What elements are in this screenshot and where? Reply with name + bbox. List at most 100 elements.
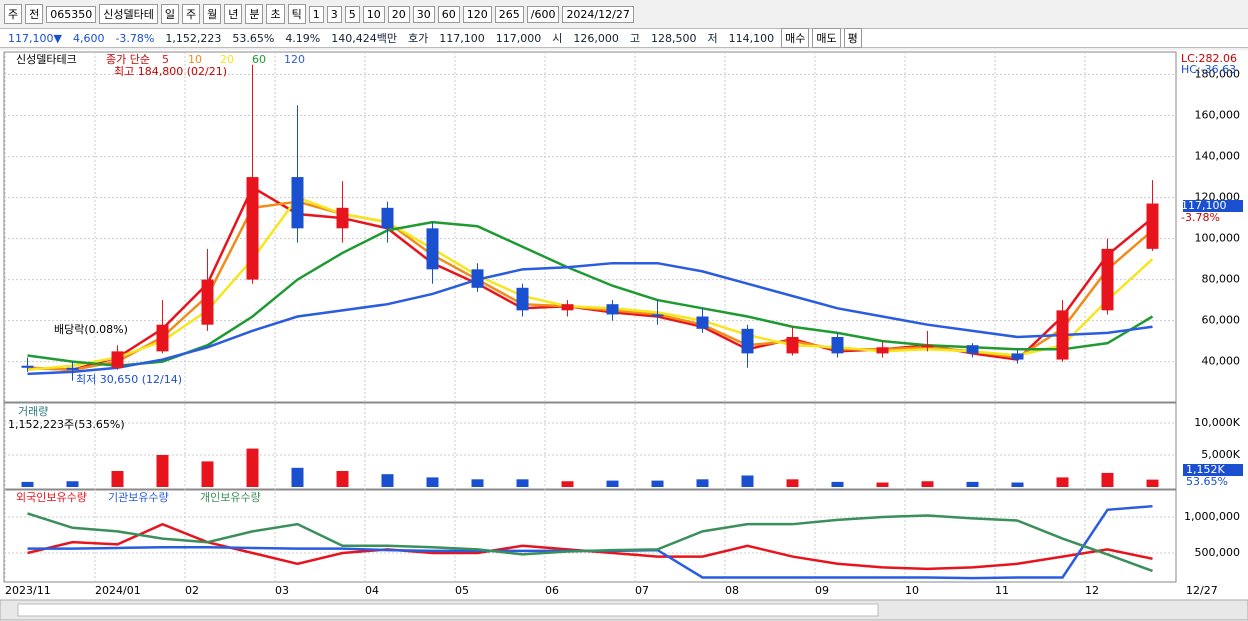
toolbar-item[interactable]: 틱 bbox=[287, 4, 306, 24]
y-tick-label: 80,000 bbox=[1202, 273, 1241, 286]
volume-bar bbox=[921, 481, 934, 487]
info-item: 140,424백만 bbox=[331, 32, 397, 45]
volume-bar bbox=[561, 481, 574, 487]
toolbar-item[interactable]: 30 bbox=[412, 5, 435, 23]
volume-bar bbox=[426, 477, 439, 487]
toolbar-item[interactable]: /600 bbox=[526, 5, 560, 23]
y-tick-label: 100,000 bbox=[1195, 232, 1241, 245]
candle-body bbox=[246, 177, 259, 280]
candle-body bbox=[876, 347, 889, 354]
toolbar-item[interactable]: 60 bbox=[437, 5, 460, 23]
x-tick-label: 2024/01 bbox=[95, 584, 141, 597]
x-tick-label: 08 bbox=[725, 584, 739, 597]
legend-entry: 개인보유수량 bbox=[200, 491, 261, 504]
legend-entry: 5 bbox=[162, 53, 169, 66]
scroll-track[interactable] bbox=[17, 603, 879, 617]
volume-bar bbox=[786, 479, 799, 487]
right-label: -3.78% bbox=[1181, 211, 1220, 224]
candle-body bbox=[696, 316, 709, 329]
toolbar-item[interactable]: 주 bbox=[181, 4, 201, 24]
right-label: 117,100 bbox=[1181, 199, 1227, 212]
toolbar: 주 전 065350 신성델타테 일 주 월 년 분 초 틱 1 3 5 10 20 30 60 120 265/60… bbox=[0, 2, 1248, 26]
candle-body bbox=[1011, 353, 1024, 360]
last-volume-box bbox=[1183, 464, 1243, 476]
candle-body bbox=[921, 345, 934, 348]
candle-body bbox=[1101, 248, 1114, 311]
candle-body bbox=[471, 269, 484, 288]
last-price-box bbox=[1183, 200, 1243, 212]
candle-body bbox=[606, 304, 619, 315]
volume-bar bbox=[696, 479, 709, 487]
candle-body bbox=[426, 228, 439, 270]
info-item: 저 bbox=[707, 32, 718, 45]
volume-bar bbox=[651, 480, 664, 487]
volume-bar bbox=[111, 471, 124, 487]
volume-bar bbox=[66, 481, 79, 487]
x-tick-label: 02 bbox=[185, 584, 199, 597]
toolbar-item[interactable]: 신성델타테 bbox=[99, 4, 158, 24]
order-button[interactable]: 평 bbox=[843, 28, 862, 48]
volume-bar bbox=[156, 455, 169, 487]
info-item: 1,152,223 bbox=[165, 31, 222, 45]
volume-bar bbox=[606, 480, 619, 487]
info-item: -3.78% bbox=[115, 31, 155, 45]
x-tick-label: 03 bbox=[275, 584, 289, 597]
toolbar-item[interactable]: 20 bbox=[387, 5, 410, 23]
toolbar-item[interactable]: 265 bbox=[494, 5, 524, 23]
y-tick-label: 500,000 bbox=[1195, 546, 1241, 559]
toolbar-item[interactable]: 년 bbox=[224, 4, 243, 24]
price-panel bbox=[3, 51, 1177, 403]
candle-body bbox=[1146, 203, 1159, 249]
volume-bar bbox=[1101, 472, 1114, 487]
order-button[interactable]: 매수 bbox=[781, 28, 810, 48]
chart-title: 신성델타테크 bbox=[16, 53, 77, 66]
volume-bar bbox=[1056, 477, 1069, 487]
toolbar-item[interactable]: 10 bbox=[362, 5, 385, 23]
y-tick-label: 160,000 bbox=[1195, 109, 1241, 122]
x-tick-label: 07 bbox=[635, 584, 649, 597]
toolbar-item[interactable]: 5 bbox=[344, 5, 360, 23]
x-end-label: 12/27 bbox=[1186, 584, 1218, 597]
volume-panel bbox=[3, 402, 1177, 490]
x-tick-label: 2023/11 bbox=[5, 584, 51, 597]
line-series bbox=[27, 261, 1153, 376]
x-tick-label: 05 bbox=[455, 584, 469, 597]
toolbar-item[interactable]: 초 bbox=[266, 4, 285, 24]
candle-body bbox=[651, 314, 664, 317]
order-button[interactable]: 매도 bbox=[812, 28, 841, 48]
info-item: 117,000 bbox=[495, 31, 542, 45]
candle-body bbox=[336, 207, 349, 229]
volume-bar bbox=[876, 482, 889, 487]
toolbar-item[interactable]: 2024/12/27 bbox=[562, 5, 634, 23]
volume-bar bbox=[381, 474, 394, 487]
toolbar-item[interactable]: 3 bbox=[326, 5, 342, 23]
right-label: 1,152K bbox=[1186, 463, 1225, 476]
toolbar-item[interactable]: 일 bbox=[160, 4, 179, 24]
y-tick-label: 40,000 bbox=[1202, 355, 1241, 368]
info-item: 53.65% bbox=[232, 31, 275, 45]
info-item: 128,500 bbox=[651, 31, 697, 45]
toolbar-item[interactable]: 월 bbox=[203, 4, 222, 24]
right-label: 53.65% bbox=[1186, 475, 1228, 488]
candle-body bbox=[966, 345, 979, 354]
legend-entry: 120 bbox=[284, 53, 305, 66]
toolbar-item[interactable]: 주 bbox=[4, 4, 23, 24]
y-tick-label: 5,000K bbox=[1201, 448, 1240, 461]
toolbar-item[interactable]: 065350 bbox=[46, 5, 97, 23]
volume-bar bbox=[516, 479, 529, 487]
right-label: HC:-36.63 bbox=[1181, 63, 1236, 76]
legend-entry: 60 bbox=[252, 53, 266, 66]
legend-entry: 20 bbox=[220, 53, 234, 66]
candle-body bbox=[1056, 310, 1069, 360]
toolbar-item[interactable]: 전 bbox=[25, 4, 44, 24]
toolbar-item[interactable]: 분 bbox=[245, 4, 264, 24]
toolbar-item[interactable]: 120 bbox=[462, 5, 492, 23]
info-item: 고 bbox=[629, 32, 640, 45]
x-tick-label: 04 bbox=[365, 584, 379, 597]
line-series bbox=[27, 512, 1153, 573]
info-item: 4.19% bbox=[285, 31, 321, 45]
y-tick-label: 180,000 bbox=[1195, 68, 1241, 81]
x-tick-label: 10 bbox=[905, 584, 919, 597]
toolbar-item[interactable]: 1 bbox=[308, 5, 324, 23]
info-item: 114,100 bbox=[728, 31, 775, 45]
